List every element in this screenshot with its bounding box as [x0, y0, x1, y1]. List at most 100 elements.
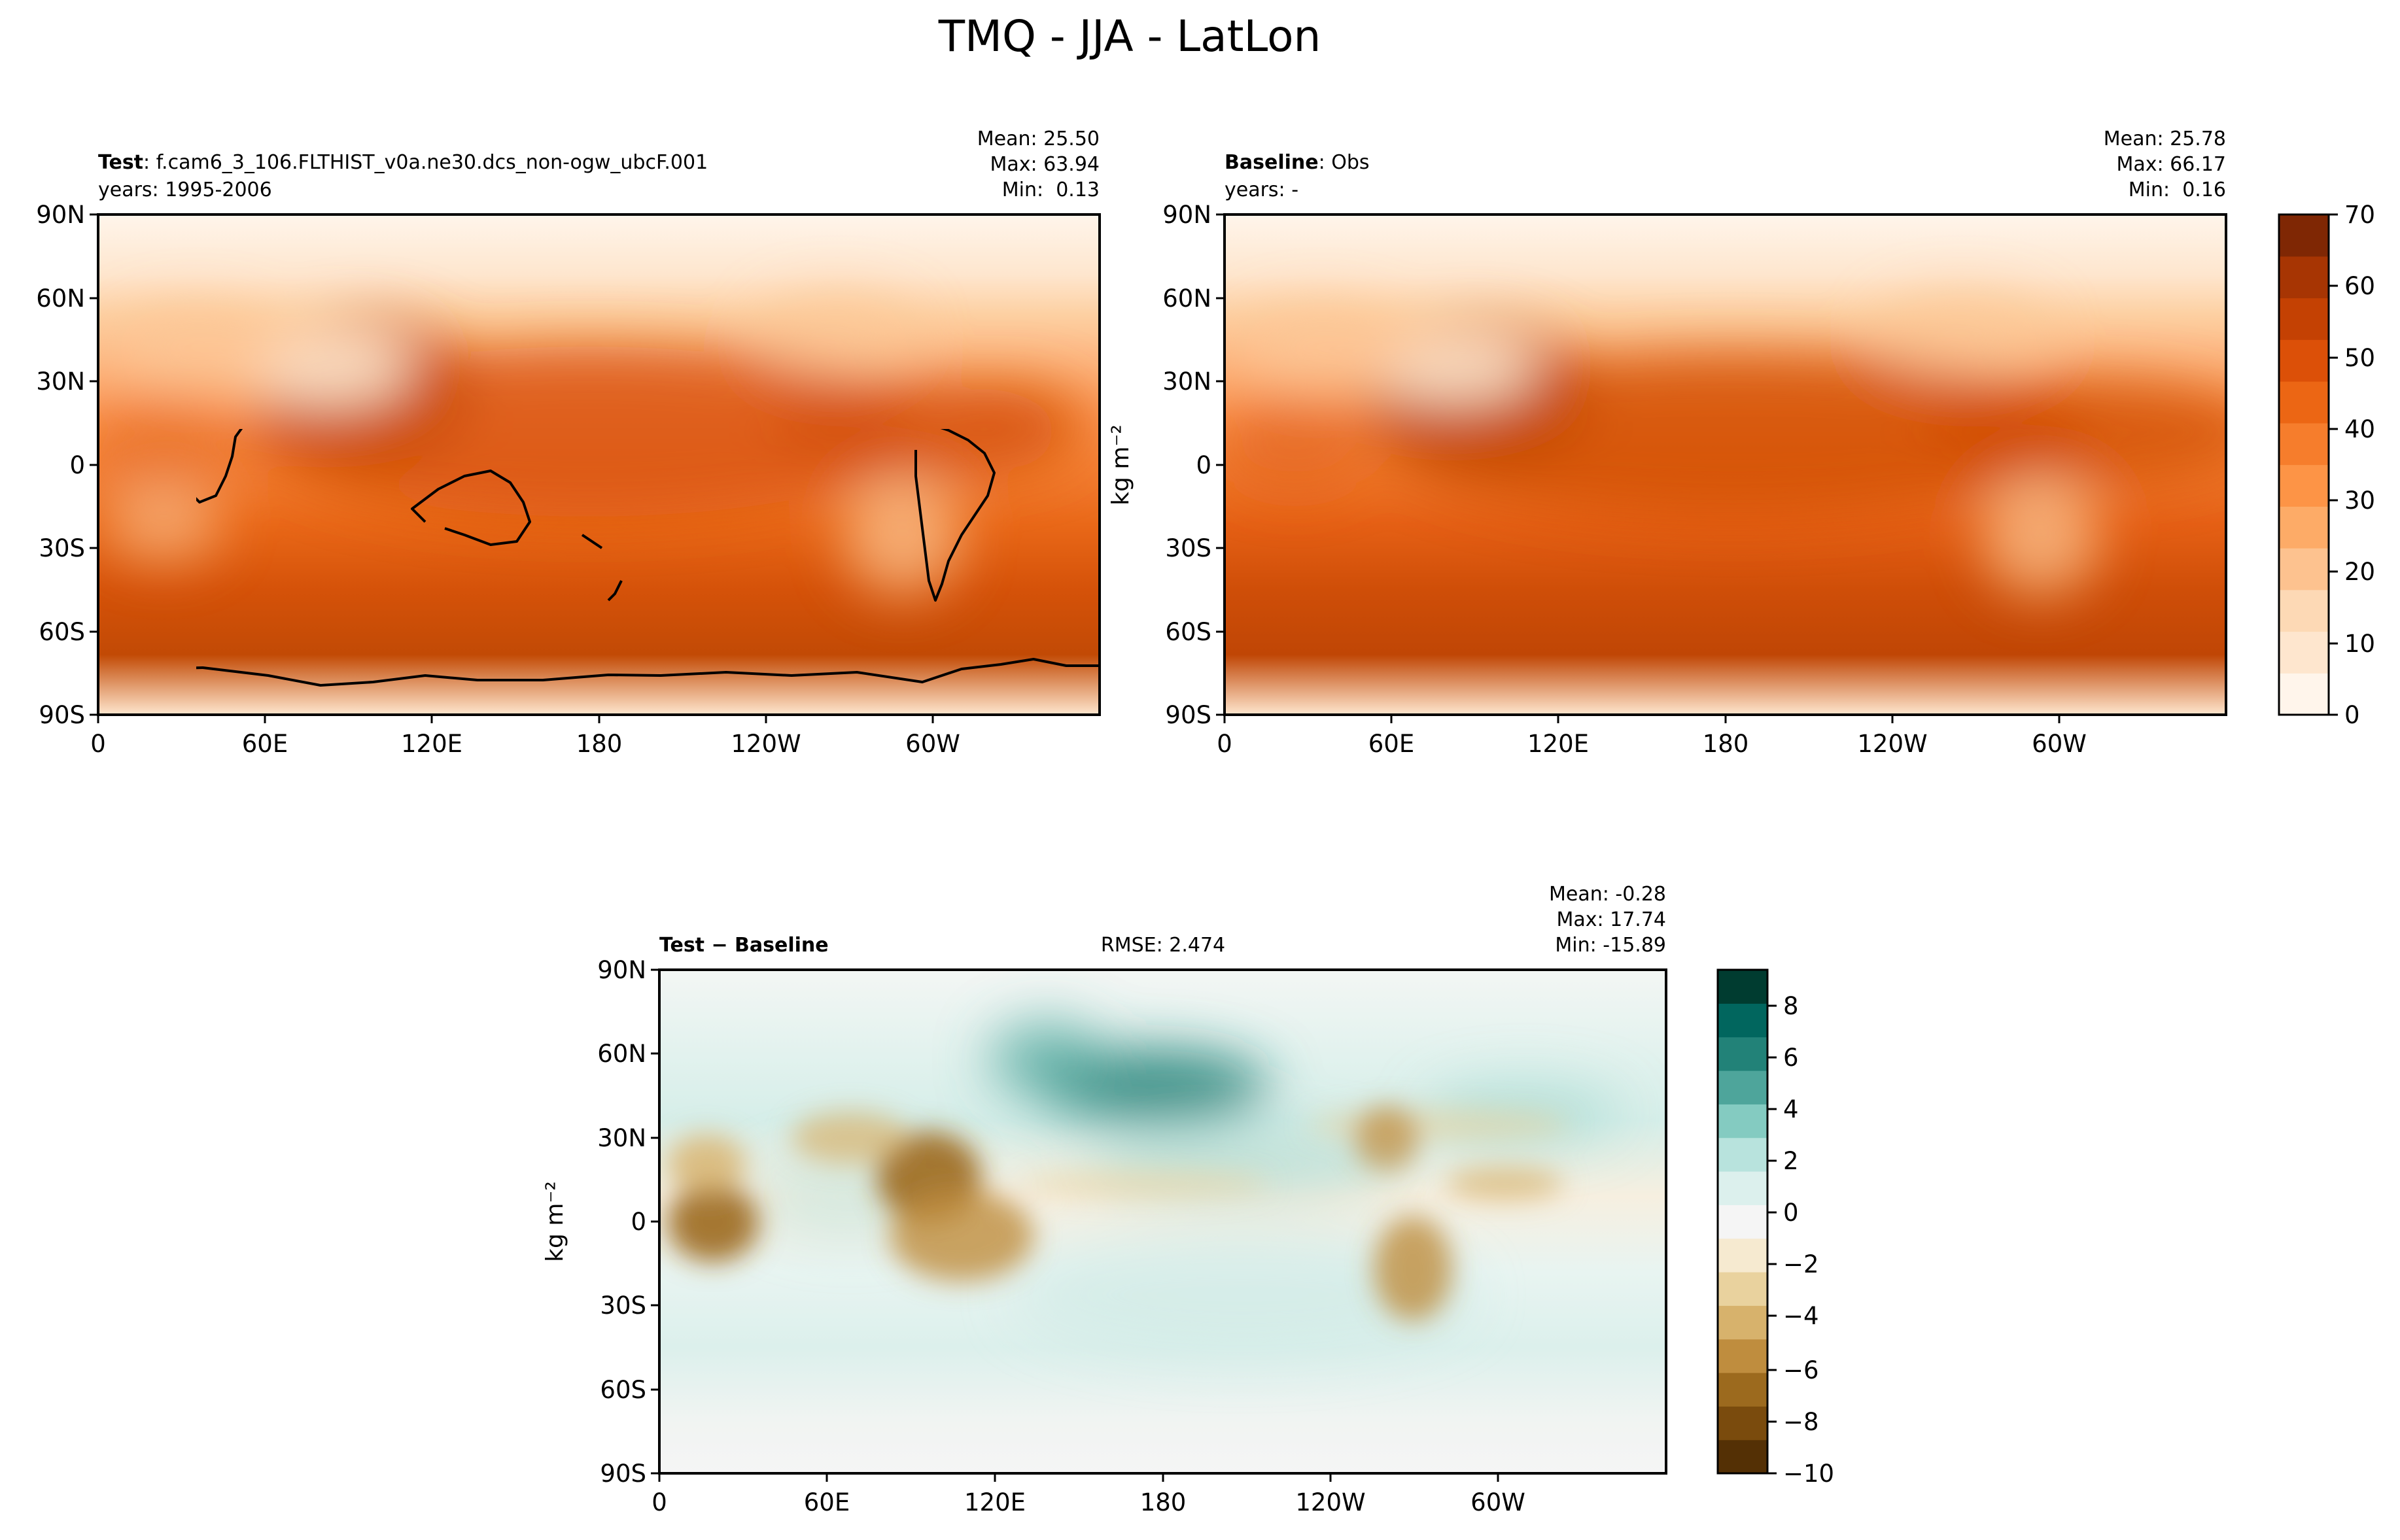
- colorbar-cell: [2279, 339, 2329, 382]
- colorbar-cell: [1718, 1439, 1767, 1474]
- panel-test-max: Max: 63.94: [990, 153, 1100, 176]
- colorbar-cell: [2279, 631, 2329, 674]
- colorbar-tick-label: 20: [2344, 558, 2375, 586]
- colorbar-tick-label: −10: [1783, 1460, 1834, 1488]
- colorbar-cell: [1718, 1406, 1767, 1441]
- colorbar-cell: [1718, 1339, 1767, 1373]
- lat-label: 0: [631, 1208, 646, 1236]
- lat-label: 0: [1196, 451, 1211, 479]
- colorbar-tick-label: 0: [1783, 1199, 1799, 1227]
- panel-baseline-title: Baseline: Obs: [1225, 151, 1370, 174]
- panel-test-xticks: [97, 715, 934, 723]
- panel-diff-ylabels: 90N 60N 30N 0 30S 60S 90S: [597, 956, 646, 1488]
- lon-label: 180: [576, 730, 623, 758]
- panel-baseline-features: [1225, 294, 2226, 595]
- lat-label: 30N: [597, 1124, 646, 1152]
- panel-baseline-xticks: [1223, 715, 2061, 723]
- colorbar-cell: [1718, 1373, 1767, 1407]
- panel-diff-xticks: [658, 1473, 1499, 1482]
- lon-label: 0: [652, 1488, 667, 1516]
- colorbar-cell: [2279, 256, 2329, 299]
- panel-baseline-ylabels: 90N 60N 30N 0 30S 60S 90S: [1162, 201, 1211, 729]
- panel-test-features: [98, 294, 1092, 595]
- panel-diff-yticks: [651, 968, 659, 1475]
- lat-label: 90S: [39, 701, 85, 729]
- colorbar-tick-label: 4: [1783, 1095, 1799, 1123]
- lon-label: 120W: [1295, 1488, 1365, 1516]
- colorbar-cell: [2279, 422, 2329, 466]
- lat-label: 60S: [39, 618, 85, 646]
- colorbar-main-ticks: [2329, 213, 2338, 716]
- lat-label: 60N: [36, 284, 85, 313]
- panel-baseline-min: Min: 0.16: [2129, 179, 2226, 201]
- lat-label: 30S: [1165, 534, 1211, 562]
- panel-baseline-yticks: [1216, 213, 1225, 716]
- colorbar-cell: [1718, 1104, 1767, 1138]
- panel-baseline-xlabels: 0 60E 120E 180 120W 60W: [1217, 730, 2087, 758]
- colorbar-tick-label: 8: [1783, 992, 1799, 1020]
- colorbar-tick-label: 2: [1783, 1147, 1799, 1175]
- lon-label: 120E: [1527, 730, 1589, 758]
- panel-test-ylabels: 90N 60N 30N 0 30S 60S 90S: [36, 201, 85, 729]
- panel-test-years: years: 1995-2006: [98, 179, 272, 201]
- colorbar-cell: [2279, 298, 2329, 340]
- lat-label: 30S: [600, 1292, 646, 1320]
- colorbar-tick-label: 40: [2344, 415, 2375, 443]
- panel-test-xlabels: 0 60E 120E 180 120W 60W: [90, 730, 960, 758]
- panel-test-min: Min: 0.13: [1002, 179, 1100, 201]
- panel-test-title: Test: f.cam6_3_106.FLTHIST_v0a.ne30.dcs_…: [98, 151, 708, 174]
- colorbar-cell: [1718, 1003, 1767, 1038]
- colorbar-tick-label: 6: [1783, 1044, 1799, 1072]
- lon-label: 180: [1703, 730, 1749, 758]
- colorbar-cell: [2279, 673, 2329, 715]
- colorbar-tick-label: −2: [1783, 1250, 1819, 1278]
- colorbar-cell: [1718, 970, 1767, 1004]
- lon-label: 0: [90, 730, 106, 758]
- colorbar-cell: [2279, 214, 2329, 257]
- panel-baseline-mean: Mean: 25.78: [2104, 128, 2226, 150]
- lat-label: 30S: [39, 534, 85, 562]
- panel-diff-rmse: RMSE: 2.474: [1101, 934, 1225, 957]
- colorbar-cell: [1718, 1238, 1767, 1273]
- colorbar-tick-label: 30: [2344, 487, 2375, 515]
- colorbar-main-labels: 70 60 50 40 30 20 10 0: [2344, 201, 2375, 729]
- colorbar-cell: [2279, 381, 2329, 424]
- panel-test-mean: Mean: 25.50: [977, 128, 1100, 150]
- lon-label: 60W: [905, 730, 960, 758]
- lon-label: 120E: [964, 1488, 1026, 1516]
- figure-title: TMQ - JJA - LatLon: [938, 11, 1321, 61]
- lon-label: 60E: [804, 1488, 850, 1516]
- lat-label: 90N: [597, 956, 646, 984]
- panel-diff-ylabel: kg m⁻²: [542, 1181, 568, 1262]
- colorbar-tick-label: −6: [1783, 1356, 1819, 1384]
- lon-label: 0: [1217, 730, 1232, 758]
- panel-diff-mean: Mean: -0.28: [1549, 883, 1666, 906]
- colorbar-cell: [1718, 1205, 1767, 1239]
- colorbar-cell: [1718, 1305, 1767, 1340]
- lon-label: 60W: [1470, 1488, 1525, 1516]
- colorbar-diff-ticks: [1767, 1004, 1777, 1475]
- panel-baseline-ylabel: kg m⁻²: [1107, 424, 1134, 505]
- lon-label: 60E: [1368, 730, 1414, 758]
- panel-baseline-years: years: -: [1225, 179, 1298, 201]
- lat-label: 30N: [36, 368, 85, 396]
- panel-test-yticks: [90, 213, 98, 716]
- colorbar-tick-label: 10: [2344, 630, 2375, 658]
- panel-diff-xlabels: 0 60E 120E 180 120W 60W: [652, 1488, 1525, 1516]
- lon-label: 60E: [242, 730, 288, 758]
- lat-label: 60N: [1162, 284, 1211, 313]
- panel-diff-min: Min: -15.89: [1555, 934, 1666, 957]
- lat-label: 0: [69, 451, 85, 479]
- lat-label: 90S: [600, 1460, 646, 1488]
- colorbar-cell: [2279, 464, 2329, 507]
- colorbar-diff-labels: 8 6 4 2 0 −2 −4 −6 −8 −10: [1783, 992, 1834, 1488]
- colorbar-main: 70 60 50 40 30 20 10 0: [2278, 201, 2375, 729]
- lon-label: 180: [1140, 1488, 1187, 1516]
- lon-label: 120W: [1857, 730, 1927, 758]
- colorbar-cell: [1718, 1137, 1767, 1172]
- panel-diff-features: [667, 1020, 1622, 1354]
- panel-baseline-title-rest: : Obs: [1319, 151, 1370, 174]
- colorbar-tick-label: 60: [2344, 272, 2375, 300]
- panel-test-coastlines: [196, 429, 1100, 687]
- panel-diff-title: Test − Baseline: [659, 934, 829, 957]
